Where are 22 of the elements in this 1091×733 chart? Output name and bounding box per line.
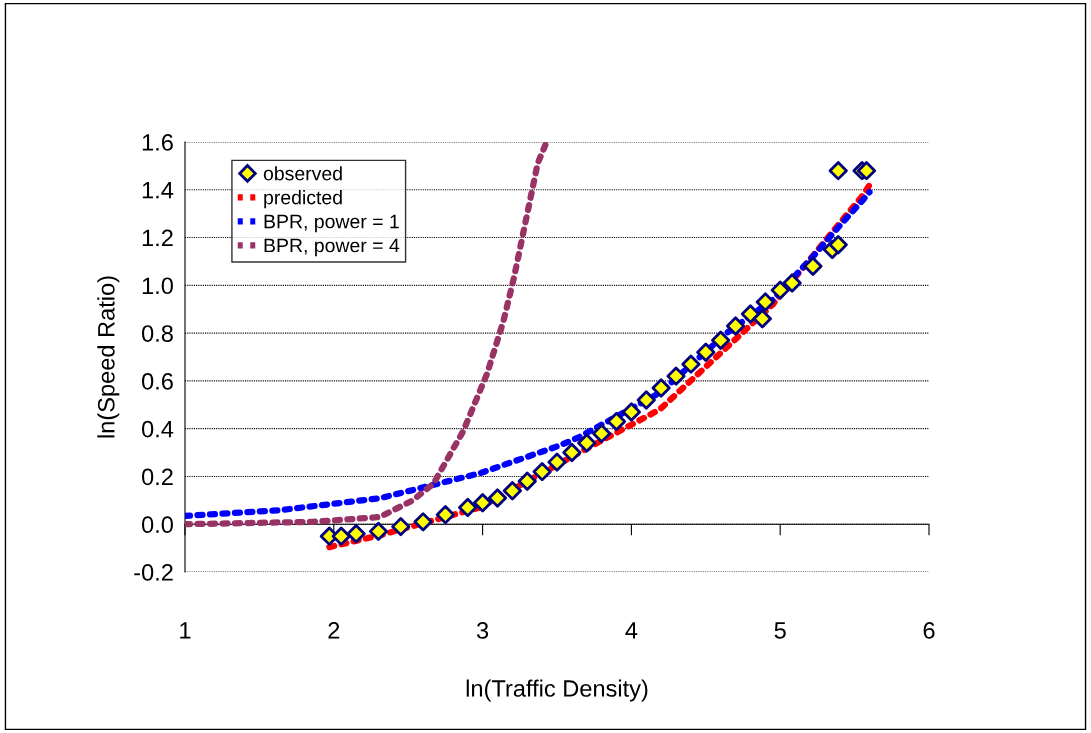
x-tick-label: 6 — [923, 622, 935, 639]
x-tick-label: 1 — [180, 622, 191, 639]
y-axis-title: ln(Speed Ratio) — [97, 276, 120, 438]
x-tick-label: 3 — [476, 622, 489, 639]
x-tick-label: 2 — [328, 622, 340, 639]
x-axis-title: ln(Traffic Density) — [466, 679, 648, 702]
y-tick-label: 0.4 — [141, 420, 174, 438]
y-tick-label: 1.4 — [142, 182, 174, 199]
y-tick-label: 1.2 — [142, 229, 173, 247]
y-tick-label: 1.0 — [142, 277, 173, 295]
y-tick-label: 0.0 — [141, 516, 173, 534]
x-tick-label: 5 — [774, 622, 786, 639]
legend-label: BPR, power = 1 — [264, 214, 399, 233]
y-tick-label: 0.2 — [141, 468, 173, 486]
legend-label: predicted — [264, 190, 342, 209]
x-tick-label: 4 — [625, 622, 638, 639]
y-tick-label: -0.2 — [134, 564, 173, 581]
y-tick-label: 0.8 — [141, 325, 173, 342]
legend-label: BPR, power = 4 — [264, 238, 400, 257]
legend-label: observed — [263, 166, 342, 181]
y-tick-label: 0.6 — [141, 372, 173, 390]
y-tick-label: 1.6 — [142, 134, 173, 151]
